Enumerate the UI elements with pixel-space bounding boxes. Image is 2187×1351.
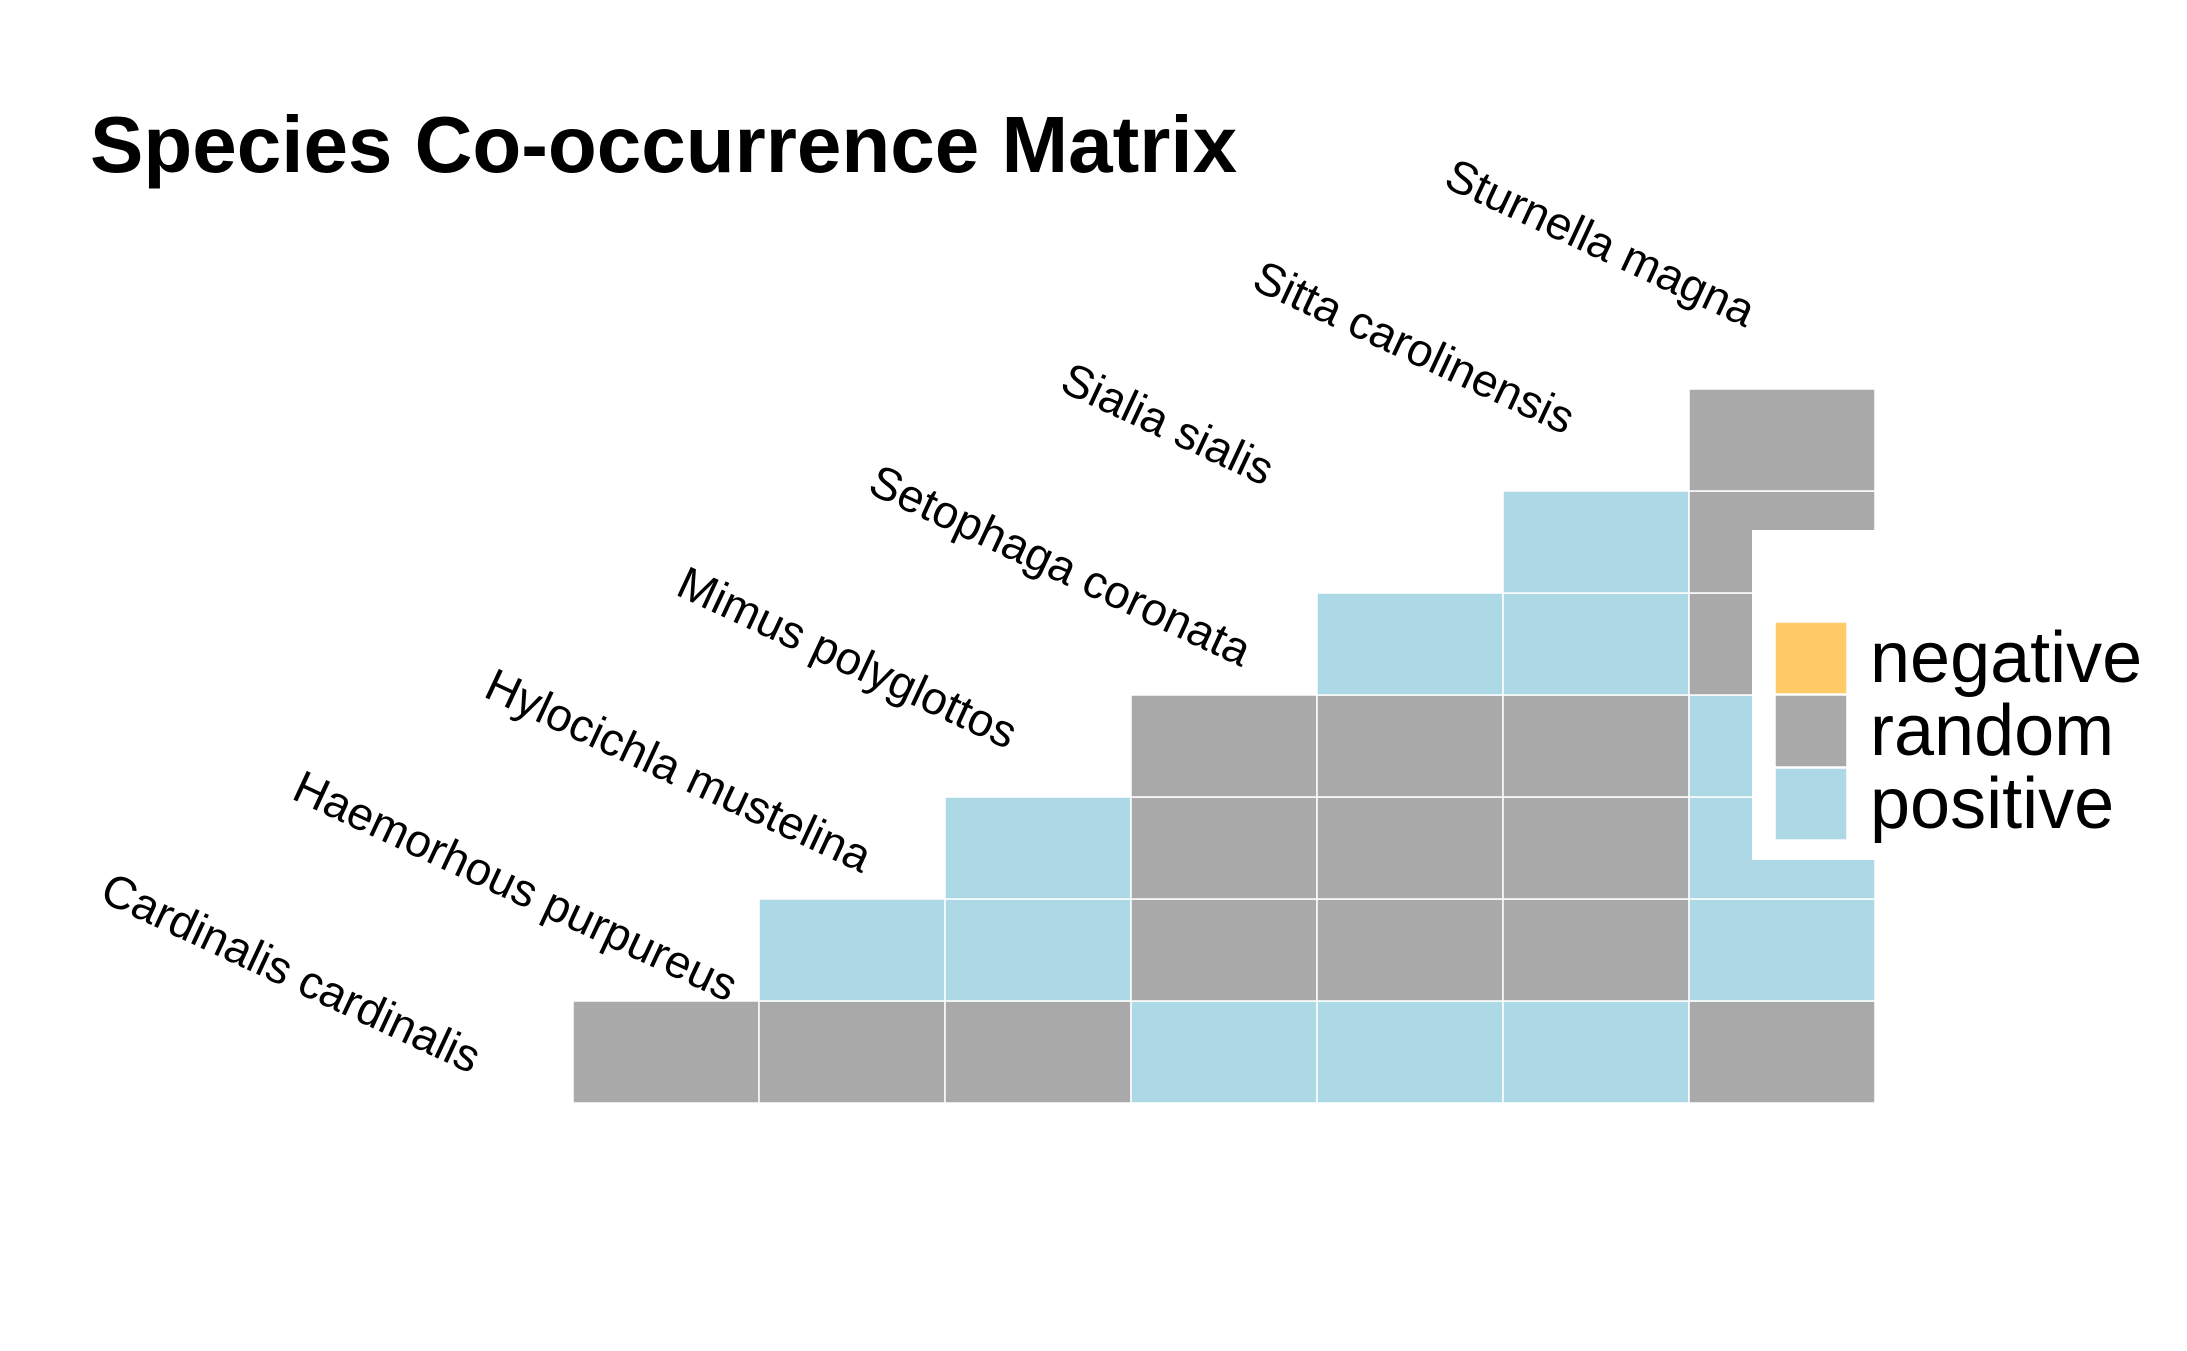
matrix-cell bbox=[1502, 898, 1690, 1002]
matrix-cells bbox=[572, 388, 1876, 1104]
matrix-cell bbox=[1316, 796, 1504, 900]
matrix-cell bbox=[1130, 898, 1318, 1002]
matrix-cell bbox=[1316, 694, 1504, 798]
matrix-cell bbox=[944, 796, 1132, 900]
matrix-cell bbox=[944, 898, 1132, 1002]
matrix-cell bbox=[1316, 1000, 1504, 1104]
legend-label-negative: negative bbox=[1870, 618, 2142, 698]
matrix-cell bbox=[944, 1000, 1132, 1104]
matrix-cell bbox=[1502, 1000, 1690, 1104]
matrix-cell bbox=[1502, 490, 1690, 594]
matrix-cell bbox=[1688, 1000, 1876, 1104]
legend-label-positive: positive bbox=[1870, 764, 2114, 844]
legend-swatch-random bbox=[1774, 694, 1848, 768]
matrix-cell bbox=[1502, 592, 1690, 696]
species-label: Sialia sialis bbox=[1054, 352, 1282, 495]
matrix-cell bbox=[1130, 694, 1318, 798]
matrix-cell bbox=[1130, 796, 1318, 900]
species-label: Sitta carolinensis bbox=[1246, 250, 1583, 444]
matrix-cell bbox=[758, 898, 946, 1002]
matrix-cell bbox=[1688, 388, 1876, 492]
matrix-cell bbox=[1316, 898, 1504, 1002]
matrix-cell bbox=[1688, 898, 1876, 1002]
chart-title: Species Co-occurrence Matrix bbox=[90, 100, 1237, 189]
matrix-cell bbox=[572, 1000, 760, 1104]
matrix-cell bbox=[1130, 1000, 1318, 1104]
species-label: Hylocichla mustelina bbox=[478, 658, 880, 882]
matrix-cell bbox=[1502, 796, 1690, 900]
species-label: Setophaga coronata bbox=[862, 454, 1260, 676]
species-label: Mimus polyglottos bbox=[670, 556, 1026, 759]
species-label: Sturnella magna bbox=[1438, 148, 1764, 337]
matrix-cell bbox=[1502, 694, 1690, 798]
species-label: Cardinalis cardinalis bbox=[94, 862, 489, 1083]
matrix-cell bbox=[758, 1000, 946, 1104]
matrix-cell bbox=[1316, 592, 1504, 696]
legend-swatch-negative bbox=[1774, 621, 1848, 695]
legend-label-random: random bbox=[1870, 691, 2114, 771]
legend-swatch-positive bbox=[1774, 767, 1848, 841]
